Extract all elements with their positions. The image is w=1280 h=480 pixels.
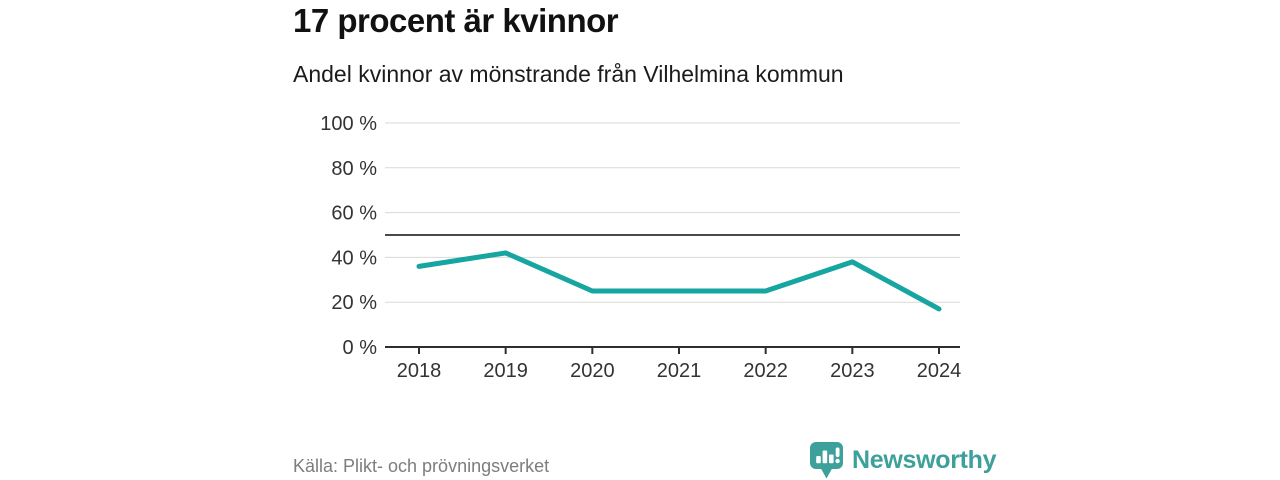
newsworthy-logo-text: Newsworthy [852, 446, 997, 474]
y-tick-label: 100 % [320, 113, 377, 135]
line-chart: 0 % 20 % 40 % 60 % 80 % 100 % 2018 2019 2020 2021… [320, 113, 962, 382]
page-title: 17 procent är kvinnor [293, 2, 619, 39]
y-tick-label: 80 % [331, 158, 377, 180]
newsworthy-logo: Newsworthy [810, 442, 997, 479]
x-tick-label: 2021 [657, 360, 702, 382]
source-note: Källa: Plikt- och prövningsverket [293, 456, 550, 476]
exclamation-dot [835, 458, 840, 464]
y-tick-label: 20 % [331, 292, 377, 314]
exclamation-bar [835, 447, 840, 457]
x-tick-label: 2020 [570, 360, 615, 382]
x-tick-label: 2022 [743, 360, 788, 382]
y-tick-label: 60 % [331, 203, 377, 225]
y-tick-label: 0 % [343, 337, 378, 359]
bar-tall [822, 450, 828, 464]
chart-subtitle: Andel kvinnor av mönstrande från Vilhelm… [293, 61, 844, 87]
x-tick-label: 2023 [830, 360, 875, 382]
x-tick-label: 2024 [917, 360, 962, 382]
bar-short [816, 456, 821, 464]
data-line [416, 250, 942, 312]
newsworthy-logo-icon [810, 442, 843, 479]
bar-medium [829, 454, 834, 464]
x-tick-label: 2018 [397, 360, 442, 382]
x-tick-label: 2019 [483, 360, 527, 382]
y-tick-label: 40 % [331, 247, 377, 269]
